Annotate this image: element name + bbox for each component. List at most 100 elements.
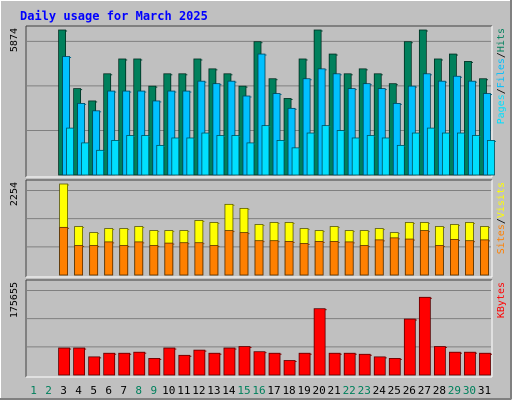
bar-face <box>148 358 161 376</box>
bar-pages-day-31 <box>487 140 496 176</box>
bar-sites-day-30 <box>465 240 475 276</box>
bar-files-day-22 <box>347 88 357 176</box>
bar-kbytes-day-10 <box>163 347 177 376</box>
bar-kbytes-day-8 <box>133 351 147 376</box>
panel-visits-sites: 2254 Sites/Visits <box>9 179 507 278</box>
x-label-day-22: 22 <box>343 384 356 397</box>
bar-pages-day-18 <box>291 147 301 176</box>
bar-face <box>465 240 474 276</box>
bar-face <box>433 346 446 376</box>
bar-pages-day-15 <box>246 142 256 176</box>
bar-files-day-3 <box>62 56 72 176</box>
bar-kbytes-day-13 <box>208 352 222 376</box>
bar-sites-day-27 <box>419 230 430 276</box>
bar-face <box>272 93 281 176</box>
bar-files-day-14 <box>227 80 237 176</box>
bar-sites-day-22 <box>344 241 355 276</box>
bar-face <box>242 95 251 176</box>
bar-face <box>62 56 70 176</box>
bar-face <box>487 140 495 176</box>
bar-sites-day-15 <box>239 232 250 276</box>
bar-face <box>298 352 311 376</box>
bar-face <box>107 90 116 176</box>
bar-face <box>332 73 341 176</box>
bar-face <box>283 360 296 376</box>
bar-face <box>321 125 330 176</box>
bar-face <box>269 240 279 276</box>
bar-sites-day-7 <box>119 245 130 276</box>
bar-face <box>167 90 176 176</box>
bar-face <box>133 351 146 376</box>
bar-files-day-18 <box>287 107 297 176</box>
x-label-day-1: 1 <box>30 384 37 397</box>
bar-face <box>201 132 210 176</box>
bar-face <box>194 242 204 276</box>
bar-files-day-11 <box>182 90 192 176</box>
legend-visits: Visits <box>496 182 507 218</box>
chart-title: Daily usage for March 2025 <box>20 9 208 23</box>
bar-pages-day-17 <box>276 140 286 176</box>
bar-face <box>302 78 311 176</box>
bar-pages-day-5 <box>96 149 106 176</box>
x-label-day-12: 12 <box>192 384 205 397</box>
bar-kbytes-day-24 <box>373 356 387 376</box>
bar-pages-day-25 <box>396 144 406 176</box>
bar-files-day-24 <box>377 88 387 176</box>
bar-face <box>74 245 84 276</box>
x-label-day-9: 9 <box>150 384 157 397</box>
bar-kbytes-day-27 <box>418 296 432 376</box>
bar-pages-day-16 <box>261 125 271 176</box>
x-label-day-11: 11 <box>177 384 190 397</box>
bar-files-day-25 <box>392 103 402 176</box>
bar-files-day-4 <box>77 103 87 176</box>
bar-face <box>81 142 90 176</box>
bar-kbytes-day-25 <box>388 358 402 376</box>
bar-face <box>111 140 120 176</box>
bar-files-day-29 <box>453 75 462 176</box>
bar-sites-day-11 <box>179 242 190 276</box>
bar-face <box>257 53 266 176</box>
x-label-day-27: 27 <box>418 384 431 397</box>
bar-files-day-5 <box>92 110 102 176</box>
bar-files-day-17 <box>272 93 282 176</box>
bar-face <box>182 90 191 176</box>
bar-face <box>328 352 341 376</box>
bar-face <box>450 239 459 276</box>
bar-face <box>389 237 399 276</box>
bar-face <box>396 144 405 176</box>
bar-face <box>163 347 176 376</box>
bar-face <box>276 140 285 176</box>
bar-face <box>186 137 195 176</box>
bar-kbytes-day-17 <box>268 352 282 376</box>
bar-sites-day-10 <box>164 242 175 276</box>
bar-face <box>73 347 86 376</box>
bar-face <box>179 242 189 276</box>
bar-files-day-21 <box>332 73 342 176</box>
bar-pages-day-21 <box>336 130 346 176</box>
bar-face <box>223 347 236 376</box>
bar-face <box>457 132 465 176</box>
bar-face <box>464 351 476 376</box>
bar-face <box>89 245 99 276</box>
bar-face <box>66 127 74 176</box>
x-label-day-13: 13 <box>207 384 220 397</box>
bar-face <box>197 80 206 176</box>
x-label-day-3: 3 <box>60 384 67 397</box>
x-label-day-26: 26 <box>403 384 416 397</box>
bar-sites-day-13 <box>209 245 220 276</box>
bar-face <box>88 356 101 376</box>
bar-face <box>374 239 384 276</box>
bar-face <box>287 107 296 176</box>
bar-face <box>347 88 356 176</box>
bar-face <box>126 135 135 176</box>
bar-pages-day-27 <box>426 127 436 176</box>
bar-face <box>193 349 206 376</box>
bar-face <box>96 149 105 176</box>
bar-face <box>212 83 221 176</box>
legend-pages: Pages <box>496 94 507 124</box>
bar-kbytes-day-28 <box>433 346 447 376</box>
bar-files-day-7 <box>122 90 132 176</box>
bar-face <box>268 352 281 376</box>
bar-sites-day-24 <box>374 239 385 276</box>
